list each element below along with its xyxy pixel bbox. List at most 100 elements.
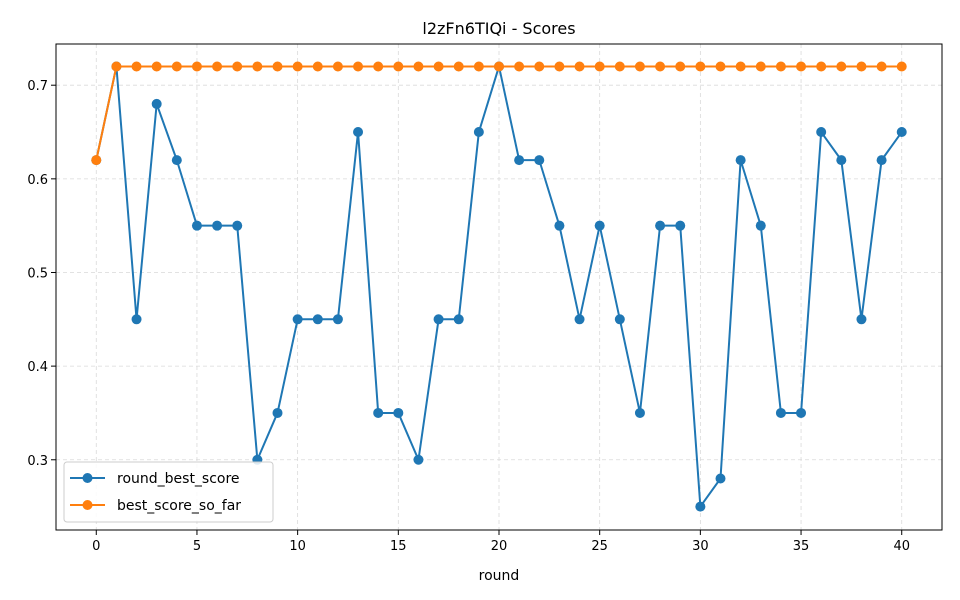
data-point xyxy=(896,61,907,72)
data-point xyxy=(91,155,102,166)
data-point xyxy=(755,61,766,72)
data-point xyxy=(111,61,122,72)
data-point xyxy=(896,127,907,138)
data-point xyxy=(413,61,424,72)
series-best-score-so-far xyxy=(91,61,907,166)
data-point xyxy=(332,314,343,325)
data-point xyxy=(755,220,766,231)
data-point xyxy=(816,61,827,72)
data-point xyxy=(775,407,786,418)
data-point xyxy=(272,407,283,418)
data-point xyxy=(735,155,746,166)
y-axis: 0.3 0.4 0.5 0.6 0.7 xyxy=(27,79,56,469)
data-point xyxy=(413,454,424,465)
data-point xyxy=(353,61,364,72)
data-point xyxy=(212,61,223,72)
data-point xyxy=(876,61,887,72)
data-point xyxy=(232,220,243,231)
data-point xyxy=(554,61,565,72)
data-point xyxy=(695,501,706,512)
x-tick-label: 5 xyxy=(193,539,201,554)
data-point xyxy=(473,127,484,138)
data-point xyxy=(594,220,605,231)
data-point xyxy=(655,220,666,231)
legend-item-round-best-score: round_best_score xyxy=(70,471,240,487)
data-point xyxy=(796,407,807,418)
data-point xyxy=(514,61,525,72)
y-tick-label: 0.4 xyxy=(27,360,48,375)
data-point xyxy=(614,314,625,325)
x-tick-label: 25 xyxy=(591,539,608,554)
grid xyxy=(56,44,942,530)
data-point xyxy=(151,61,162,72)
data-point xyxy=(171,61,182,72)
x-tick-label: 15 xyxy=(390,539,407,554)
data-point xyxy=(695,61,706,72)
data-point xyxy=(856,314,867,325)
x-tick-label: 30 xyxy=(692,539,709,554)
data-point xyxy=(856,61,867,72)
chart-title: l2zFn6TIQi - Scores xyxy=(422,19,575,38)
data-point xyxy=(292,314,303,325)
x-axis: 0 5 10 15 20 25 30 35 40 xyxy=(92,530,910,554)
data-point xyxy=(171,155,182,166)
data-point xyxy=(675,61,686,72)
data-point xyxy=(151,98,162,109)
data-point xyxy=(131,61,142,72)
data-point xyxy=(232,61,243,72)
data-point xyxy=(393,407,404,418)
data-point xyxy=(494,61,504,72)
data-point xyxy=(836,155,847,166)
legend-item-best-score-so-far: best_score_so_far xyxy=(70,498,241,514)
data-point xyxy=(453,61,464,72)
x-axis-label: round xyxy=(479,568,520,584)
data-point xyxy=(272,61,283,72)
data-point xyxy=(473,61,484,72)
data-point xyxy=(453,314,464,325)
data-point xyxy=(574,314,585,325)
y-tick-label: 0.3 xyxy=(27,454,48,469)
legend-label: round_best_score xyxy=(117,471,240,487)
legend-label: best_score_so_far xyxy=(117,498,241,514)
y-tick-label: 0.6 xyxy=(27,173,48,188)
data-point xyxy=(433,314,444,325)
x-tick-label: 40 xyxy=(893,539,910,554)
data-point xyxy=(594,61,605,72)
data-point xyxy=(715,473,726,484)
data-point xyxy=(796,61,807,72)
y-tick-label: 0.7 xyxy=(27,79,48,94)
legend-marker-icon xyxy=(82,473,93,483)
data-point xyxy=(191,61,202,72)
series-layer xyxy=(91,61,907,512)
data-point xyxy=(554,220,565,231)
data-point xyxy=(252,61,263,72)
data-point xyxy=(373,407,384,418)
data-point xyxy=(433,61,444,72)
x-tick-label: 20 xyxy=(491,539,508,554)
data-point xyxy=(634,61,645,72)
data-point xyxy=(534,61,545,72)
data-point xyxy=(675,220,686,231)
data-point xyxy=(312,314,323,325)
data-point xyxy=(353,127,364,138)
legend: round_best_score best_score_so_far xyxy=(63,461,274,523)
data-point xyxy=(775,61,786,72)
data-point xyxy=(715,61,726,72)
data-point xyxy=(655,61,666,72)
data-point xyxy=(131,314,142,325)
data-point xyxy=(836,61,847,72)
data-point xyxy=(534,155,545,166)
data-point xyxy=(393,61,404,72)
y-tick-label: 0.5 xyxy=(27,266,48,281)
legend-marker-icon xyxy=(82,500,93,510)
data-point xyxy=(292,61,303,72)
data-point xyxy=(735,61,746,72)
data-point xyxy=(634,407,645,418)
data-point xyxy=(574,61,585,72)
x-tick-label: 10 xyxy=(289,539,306,554)
data-point xyxy=(191,220,202,231)
data-point xyxy=(212,220,223,231)
data-point xyxy=(312,61,323,72)
data-point xyxy=(614,61,625,72)
